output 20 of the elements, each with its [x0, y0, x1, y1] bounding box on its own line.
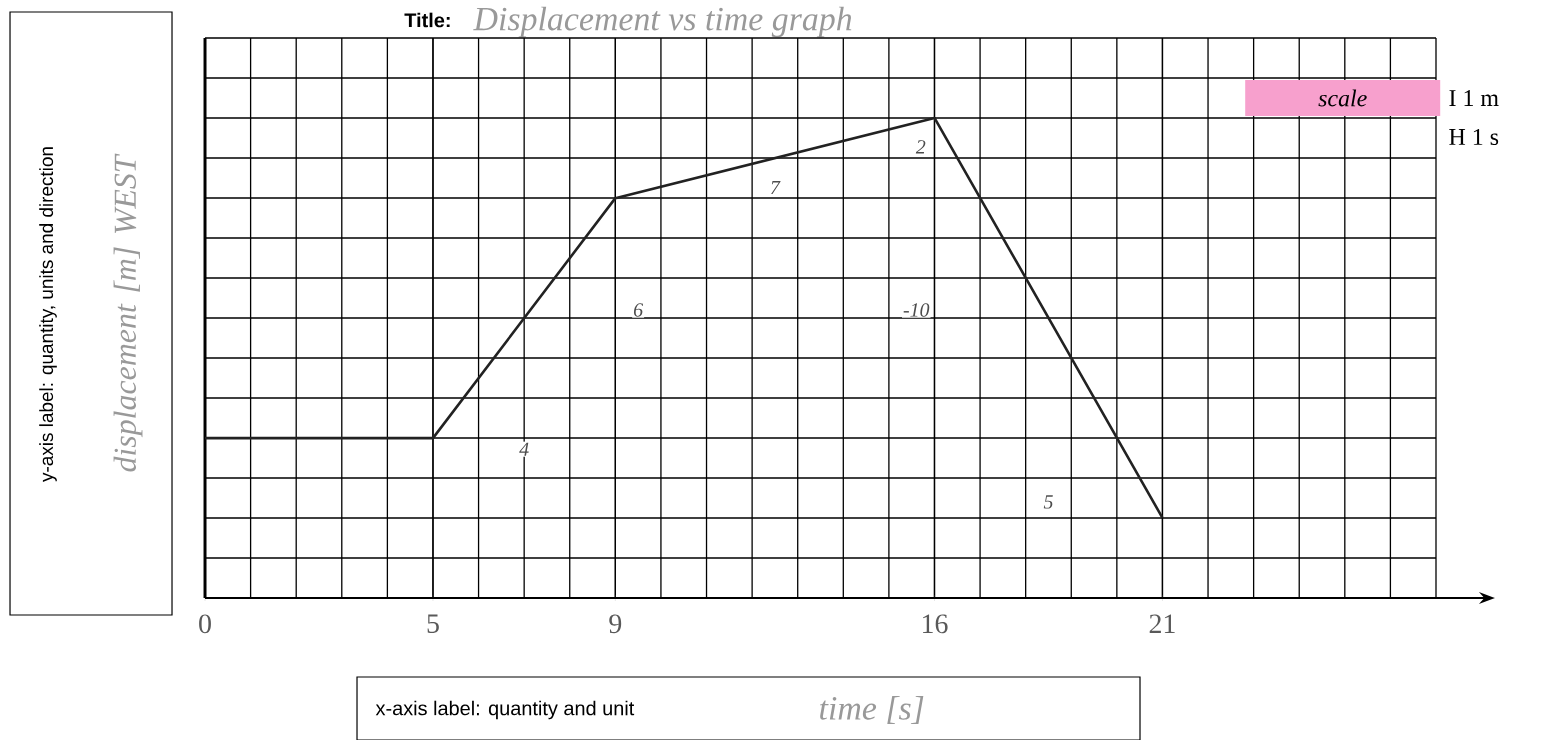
chart-title: Displacement vs time graph: [473, 6, 852, 38]
annotation: 7: [771, 181, 781, 195]
text: H 1 s: [1449, 128, 1499, 145]
annotation: 2: [915, 140, 926, 154]
y-axis-title: displacement [m] WEST: [113, 153, 143, 472]
text: scale: [1318, 89, 1367, 107]
text: I 1 m: [1449, 90, 1499, 106]
x-tick-label: 16: [922, 614, 948, 634]
text: y-axis label: quantity, units and direction: [39, 147, 57, 482]
annotation: -10: [903, 303, 930, 317]
text: x-axis label: quantity and unit: [375, 700, 635, 720]
x-tick-label: 21: [1149, 614, 1175, 633]
x-tick-label: 5: [427, 614, 439, 633]
annotation: 5: [1043, 495, 1053, 509]
annotation: 4: [519, 442, 529, 456]
text: Title:: [404, 12, 450, 28]
annotation: 6: [633, 303, 644, 317]
x-tick-label: 0: [199, 614, 211, 634]
x-axis-title: time [s]: [820, 695, 924, 724]
x-tick-label: 9: [609, 614, 622, 634]
